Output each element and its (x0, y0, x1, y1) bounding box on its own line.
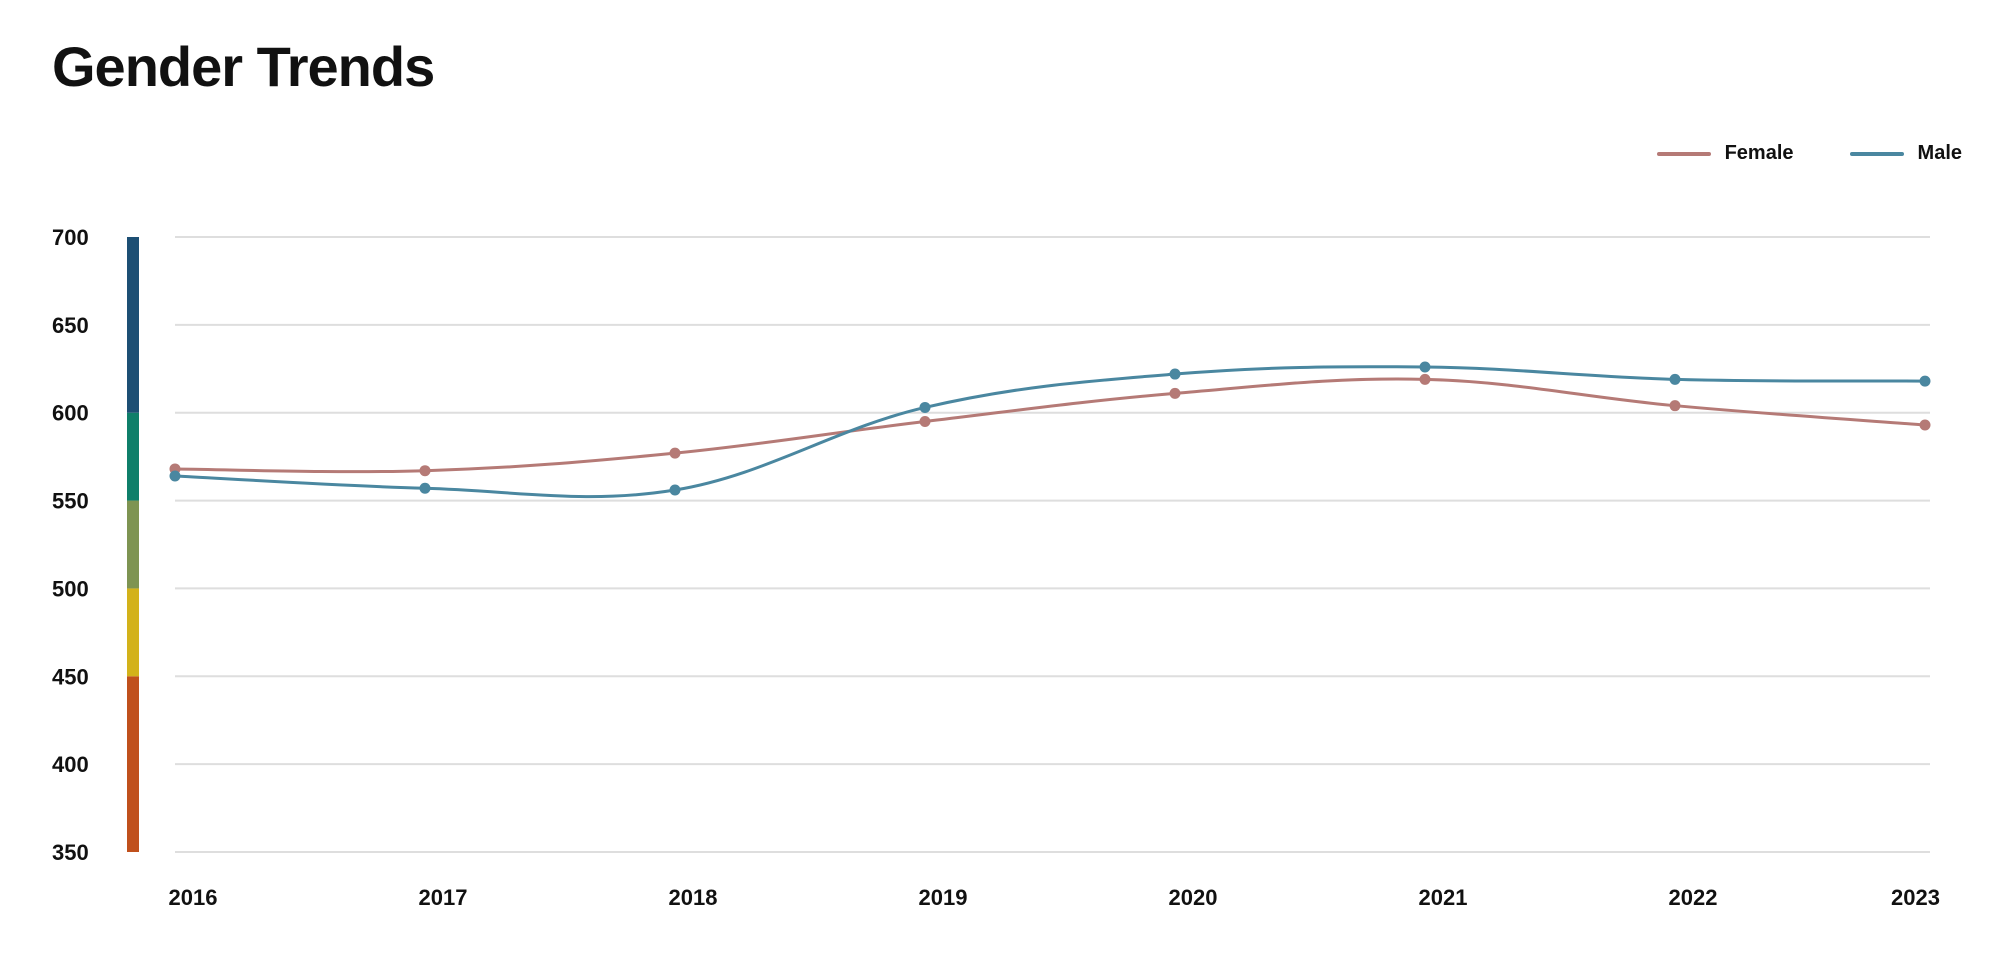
data-point-female (669, 447, 681, 459)
color-band-segment (127, 237, 139, 413)
data-point-female (919, 416, 931, 427)
data-point-female (1419, 373, 1431, 385)
y-tick-label: 500 (52, 576, 89, 601)
legend-swatch-male (1849, 151, 1904, 156)
series-lines (169, 361, 1931, 499)
series-line-male (173, 365, 1927, 499)
data-point-female (1919, 419, 1931, 431)
legend-item-male: Male (1849, 142, 1962, 165)
data-point-male (669, 484, 681, 496)
data-point-male (919, 401, 931, 413)
series-line-female (173, 377, 1927, 474)
x-tick-label: 2018 (669, 885, 718, 910)
page-title: Gender Trends (52, 35, 435, 98)
color-band-segment (127, 588, 139, 677)
y-tick-label: 350 (52, 840, 89, 865)
x-axis-ticks: 2016 2017 2018 2019 2020 2021 2022 2023 (169, 885, 1940, 910)
color-band-segment (127, 412, 139, 501)
y-axis-color-band (127, 237, 139, 852)
x-tick-label: 2019 (919, 885, 968, 910)
data-point-male (169, 470, 181, 482)
chart-legend: Female Male (1656, 142, 1962, 165)
data-point-male (419, 482, 431, 494)
data-point-male (1169, 368, 1181, 380)
x-tick-label: 2017 (419, 885, 468, 910)
y-tick-label: 700 (52, 225, 89, 250)
data-point-male (1919, 375, 1931, 387)
y-axis-ticks: 350 400 450 500 550 600 650 700 (52, 225, 89, 865)
data-point-male (1419, 361, 1431, 373)
legend-label-female: Female (1724, 142, 1794, 164)
x-tick-label: 2020 (1169, 885, 1218, 910)
legend-swatch-female (1656, 151, 1711, 156)
legend-item-female: Female (1656, 142, 1794, 165)
y-tick-label: 550 (52, 489, 89, 514)
grid-lines (175, 236, 1930, 853)
legend-label-male: Male (1917, 142, 1962, 164)
data-point-female (419, 465, 431, 477)
x-tick-label: 2022 (1669, 885, 1718, 910)
y-tick-label: 650 (52, 313, 89, 338)
data-point-female (1169, 387, 1181, 399)
y-tick-label: 400 (52, 752, 89, 777)
x-tick-label: 2021 (1419, 885, 1468, 910)
color-band-segment (127, 500, 139, 589)
x-tick-label: 2023 (1891, 885, 1940, 910)
y-tick-label: 450 (52, 664, 89, 689)
y-tick-label: 600 (52, 401, 89, 426)
color-band-segment (127, 676, 139, 852)
data-point-male (1669, 373, 1681, 385)
x-tick-label: 2016 (169, 885, 218, 910)
data-point-female (1669, 400, 1681, 412)
